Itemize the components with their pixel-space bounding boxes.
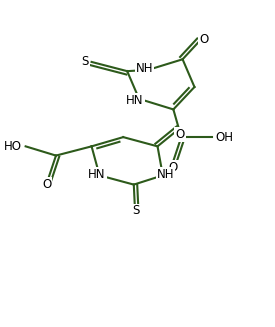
Text: NH: NH xyxy=(136,62,153,75)
Text: HN: HN xyxy=(126,94,144,107)
Text: HN: HN xyxy=(88,167,106,181)
Text: HO: HO xyxy=(4,140,22,153)
Text: O: O xyxy=(175,128,185,141)
Text: S: S xyxy=(133,204,140,217)
Text: NH: NH xyxy=(157,167,174,181)
Text: O: O xyxy=(169,161,178,174)
Text: S: S xyxy=(81,56,89,68)
Text: OH: OH xyxy=(216,130,233,144)
Text: O: O xyxy=(199,33,208,46)
Text: O: O xyxy=(42,178,51,191)
